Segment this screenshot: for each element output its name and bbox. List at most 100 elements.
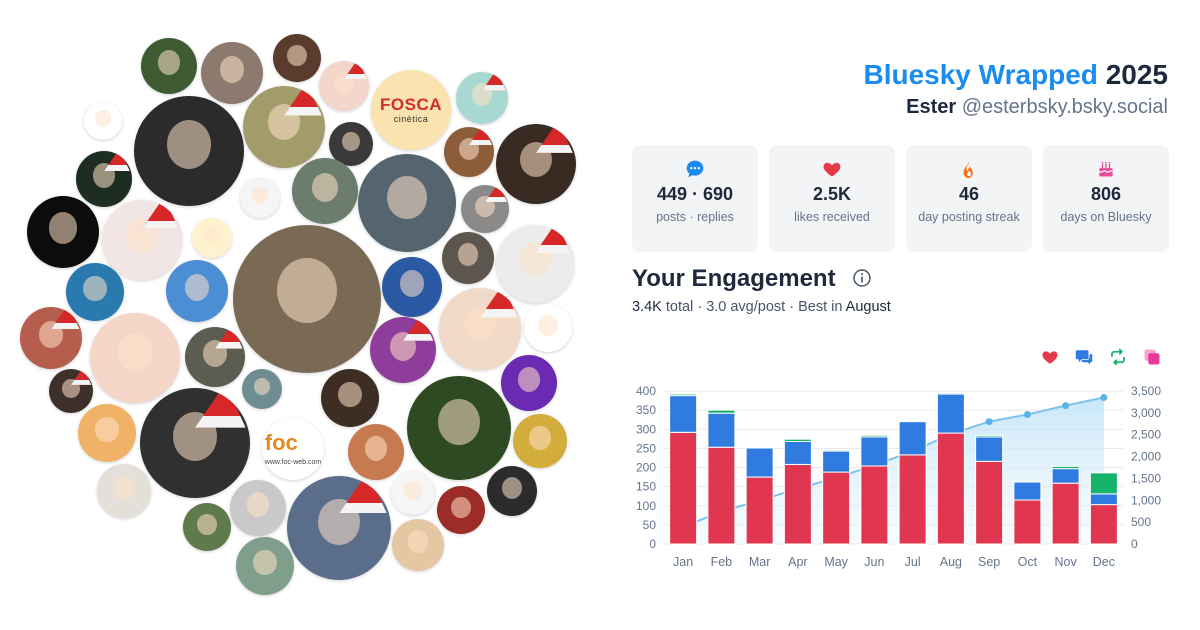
bar-segment <box>1089 504 1118 545</box>
santa-hat-icon <box>469 127 492 145</box>
bar-segment <box>860 436 889 467</box>
bar-segment <box>936 432 965 545</box>
follower-avatar[interactable] <box>192 218 232 258</box>
follower-avatar[interactable] <box>243 86 325 168</box>
user-identity: Ester @esterbsky.bsky.social <box>906 94 1168 120</box>
bar-segment <box>822 449 851 452</box>
stat-card-likes: 2.5K likes received <box>769 145 895 252</box>
santa-hat-icon <box>142 200 179 229</box>
avatar-face <box>438 398 480 445</box>
follower-avatar[interactable] <box>66 263 124 321</box>
avatar-face <box>48 211 78 244</box>
follower-avatar[interactable] <box>437 486 485 534</box>
follower-avatar[interactable] <box>391 471 435 515</box>
follower-avatar[interactable] <box>102 200 182 280</box>
avatar-face <box>404 480 422 501</box>
follower-avatar[interactable] <box>407 376 511 480</box>
follower-avatar[interactable] <box>461 185 509 233</box>
follower-avatar[interactable] <box>370 317 436 383</box>
follower-avatar[interactable] <box>287 476 391 580</box>
follower-avatar[interactable] <box>183 503 231 551</box>
follower-avatar[interactable] <box>240 178 280 218</box>
fosca-logo-text: FOSCA <box>380 95 442 114</box>
follower-avatar[interactable] <box>513 414 567 468</box>
follower-avatar[interactable] <box>496 124 576 204</box>
cumulative-point <box>947 430 955 438</box>
fosca-logo: FOSCA cinètica <box>380 96 442 124</box>
follower-avatar[interactable] <box>201 42 263 104</box>
avatar-face <box>167 120 211 169</box>
bar-segment <box>783 463 812 545</box>
stat-label: days on Bluesky <box>1060 210 1152 224</box>
santa-hat-icon <box>215 327 243 349</box>
follower-avatar[interactable] <box>329 122 373 166</box>
x-tick-label: Oct <box>1018 555 1038 569</box>
follower-avatar[interactable] <box>273 34 321 82</box>
avatar-face <box>529 425 551 450</box>
follower-avatar[interactable] <box>134 96 244 206</box>
follower-avatar[interactable] <box>49 369 93 413</box>
follower-avatar[interactable] <box>84 102 122 140</box>
x-tick-label: Mar <box>749 555 771 569</box>
follower-avatar[interactable]: FOSCA cinètica <box>371 70 451 150</box>
cumulative-point <box>1023 411 1031 419</box>
chat-bubble-icon <box>686 160 704 178</box>
follower-avatar[interactable] <box>321 369 379 427</box>
stat-card-days: 806 days on Bluesky <box>1043 145 1169 252</box>
avatar-face <box>117 332 153 373</box>
x-tick-label: Aug <box>940 555 962 569</box>
avatar-face <box>407 530 429 554</box>
x-tick-label: Jun <box>864 555 884 569</box>
stat-label: likes received <box>794 210 870 224</box>
follower-avatar[interactable] <box>444 127 494 177</box>
x-tick-label: Jan <box>673 555 693 569</box>
follower-avatar[interactable] <box>242 369 282 409</box>
follower-avatar[interactable] <box>185 327 245 387</box>
info-icon[interactable] <box>852 268 872 288</box>
follower-avatar[interactable] <box>358 154 456 252</box>
y2-tick-label: 3,000 <box>1131 406 1161 420</box>
follower-avatar[interactable] <box>524 304 572 352</box>
legend-quotes-icon[interactable] <box>1143 348 1161 366</box>
follower-avatar[interactable] <box>456 72 508 124</box>
x-tick-label: Apr <box>788 555 807 569</box>
follower-avatar[interactable] <box>501 355 557 411</box>
follower-avatar-cloud: FOSCA cinètica foc www.foc-web.com <box>20 34 576 595</box>
avatar-face <box>252 186 268 205</box>
follower-avatar[interactable] <box>140 388 250 498</box>
follower-avatar[interactable] <box>392 519 444 571</box>
cumulative-point <box>1062 402 1070 410</box>
heart-icon <box>823 162 841 177</box>
follower-avatar[interactable] <box>382 257 442 317</box>
follower-avatar[interactable] <box>166 260 228 322</box>
follower-avatar[interactable]: foc www.foc-web.com <box>262 418 324 480</box>
follower-avatar[interactable] <box>292 158 358 224</box>
follower-avatar[interactable] <box>230 480 286 536</box>
follower-avatar[interactable] <box>236 537 294 595</box>
follower-avatar[interactable] <box>78 404 136 462</box>
follower-avatar[interactable] <box>141 38 197 94</box>
stat-value: 46 <box>958 184 980 204</box>
follower-avatar[interactable] <box>27 196 99 268</box>
legend-replies-icon[interactable] <box>1075 348 1093 366</box>
bar-segment <box>707 446 736 545</box>
follower-avatar[interactable] <box>97 464 151 518</box>
follower-avatar[interactable] <box>76 151 132 207</box>
follower-avatar[interactable] <box>439 288 521 370</box>
follower-avatar[interactable] <box>233 225 381 373</box>
x-tick-label: May <box>824 555 848 569</box>
follower-avatar[interactable] <box>20 307 82 369</box>
y-tick-label: 300 <box>636 422 656 436</box>
follower-avatar[interactable] <box>319 61 369 111</box>
bar-segment <box>1013 481 1042 501</box>
follower-avatar[interactable] <box>90 313 180 403</box>
follower-avatar[interactable] <box>348 424 404 480</box>
bar-segment <box>1089 472 1118 495</box>
avatar-face <box>342 131 360 152</box>
follower-avatar[interactable] <box>496 225 574 303</box>
bar-segment <box>669 431 698 545</box>
follower-avatar[interactable] <box>487 466 537 516</box>
follower-avatar[interactable] <box>442 232 494 284</box>
legend-likes-heart-icon[interactable] <box>1041 348 1059 366</box>
legend-reposts-icon[interactable] <box>1109 348 1127 366</box>
